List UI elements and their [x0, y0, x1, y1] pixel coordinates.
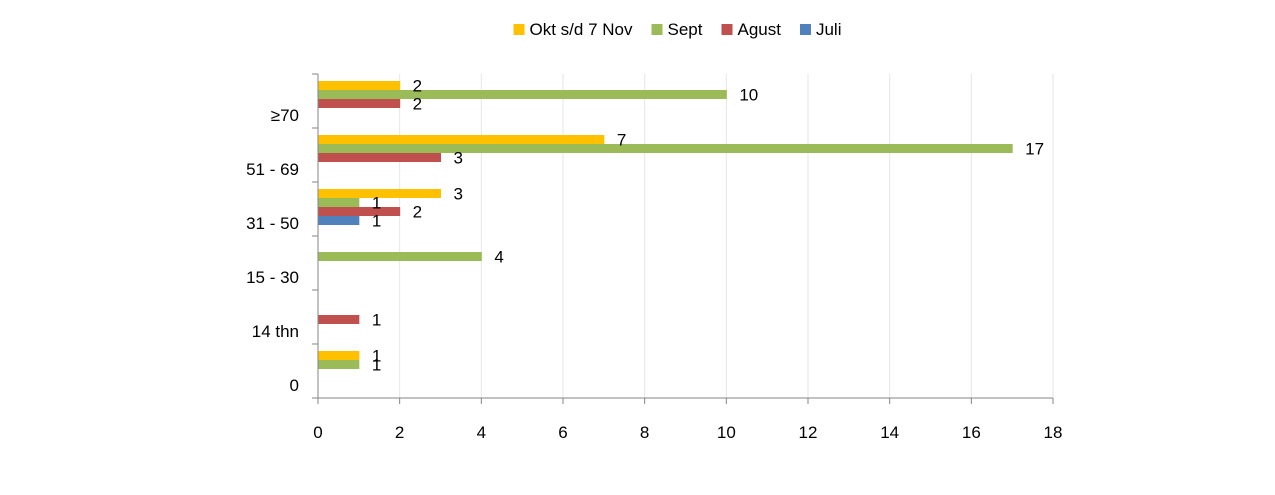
bar [318, 99, 401, 108]
data-label: 3 [454, 149, 463, 168]
bar [318, 315, 360, 324]
data-label: 1 [372, 347, 381, 366]
legend-label: Juli [816, 20, 842, 39]
bar [318, 198, 360, 207]
x-axis-ticks: 0 2 4 6 8 10 12 14 16 18 [313, 398, 1062, 442]
bar [318, 144, 1013, 153]
x-tick-label: 4 [477, 423, 486, 442]
x-tick-label: 2 [395, 423, 404, 442]
legend-item: Okt s/d 7 Nov [513, 20, 633, 39]
data-label: 1 [372, 356, 381, 375]
category-label: 0 [290, 376, 299, 395]
data-label: 2 [413, 95, 422, 114]
x-tick-label: 18 [1044, 423, 1063, 442]
data-label: 1 [372, 194, 381, 213]
legend-label: Okt s/d 7 Nov [530, 20, 633, 39]
x-tick-label: 6 [558, 423, 567, 442]
data-label: 2 [413, 77, 422, 96]
x-tick-label: 14 [880, 423, 899, 442]
category-labels: ≥70 51 - 69 31 - 50 15 - 30 14 thn 0 [246, 106, 299, 395]
legend-swatch [799, 24, 811, 35]
bar [318, 153, 441, 162]
bar [318, 90, 727, 99]
data-label: 10 [739, 86, 758, 105]
legend: Okt s/d 7 Nov Sept Agust Juli [513, 20, 842, 39]
legend-item: Sept [651, 20, 703, 39]
legend-item: Juli [799, 20, 842, 39]
category-label: 14 thn [252, 322, 299, 341]
legend-swatch [651, 24, 663, 35]
data-label: 1 [372, 311, 381, 330]
data-label: 4 [494, 248, 503, 267]
category-label: ≥70 [271, 106, 299, 125]
bar [318, 360, 360, 369]
category-label: 51 - 69 [246, 160, 299, 179]
data-label: 17 [1025, 140, 1044, 159]
bars [318, 81, 1013, 369]
bar [318, 252, 482, 261]
bar [318, 351, 360, 360]
data-label: 1 [372, 212, 381, 231]
x-tick-label: 8 [640, 423, 649, 442]
bar [318, 81, 401, 90]
axes [312, 73, 1053, 399]
data-label: 2 [413, 203, 422, 222]
x-tick-label: 12 [799, 423, 818, 442]
legend-label: Agust [737, 20, 781, 39]
category-label: 15 - 30 [246, 268, 299, 287]
legend-item: Agust [721, 20, 781, 39]
data-label: 7 [617, 131, 626, 150]
bar [318, 135, 605, 144]
bar [318, 216, 360, 225]
legend-swatch [513, 24, 525, 35]
x-tick-label: 0 [313, 423, 322, 442]
gridlines [399, 74, 1054, 398]
bar [318, 189, 441, 198]
legend-label: Sept [668, 20, 703, 39]
x-tick-label: 10 [717, 423, 736, 442]
x-tick-label: 16 [962, 423, 981, 442]
legend-swatch [721, 24, 733, 35]
category-label: 31 - 50 [246, 214, 299, 233]
data-label: 3 [454, 185, 463, 204]
bar [318, 207, 401, 216]
